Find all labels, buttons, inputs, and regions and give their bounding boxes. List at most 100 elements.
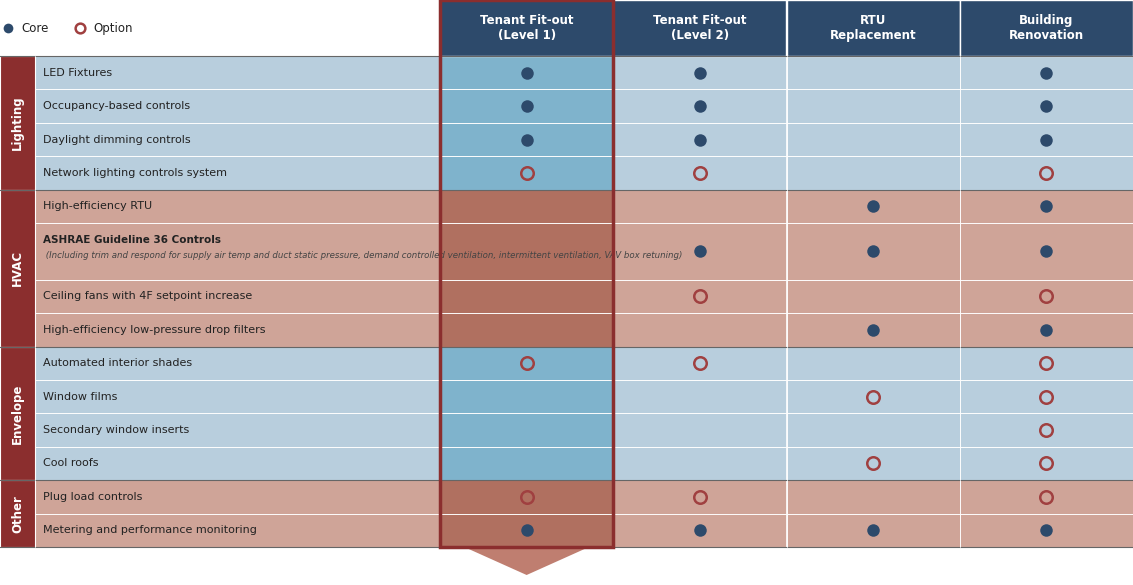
Bar bbox=[0, 56, 35, 190]
Text: Ceiling fans with 4F setpoint increase: Ceiling fans with 4F setpoint increase bbox=[43, 291, 253, 301]
Bar bbox=[440, 0, 613, 56]
Bar bbox=[613, 514, 786, 547]
Bar bbox=[786, 480, 960, 514]
Text: ASHRAE Guideline 36 Controls: ASHRAE Guideline 36 Controls bbox=[43, 235, 221, 245]
Bar bbox=[440, 447, 613, 480]
Text: LED Fixtures: LED Fixtures bbox=[43, 68, 112, 78]
Bar bbox=[960, 156, 1133, 190]
Bar bbox=[35, 313, 440, 346]
Bar bbox=[960, 280, 1133, 313]
Bar bbox=[960, 56, 1133, 90]
Bar bbox=[35, 123, 440, 156]
Bar bbox=[613, 280, 786, 313]
Text: Metering and performance monitoring: Metering and performance monitoring bbox=[43, 525, 257, 535]
Text: Automated interior shades: Automated interior shades bbox=[43, 358, 193, 369]
Text: Tenant Fit-out
(Level 2): Tenant Fit-out (Level 2) bbox=[653, 14, 747, 42]
Text: RTU
Replacement: RTU Replacement bbox=[829, 14, 917, 42]
Bar bbox=[613, 414, 786, 447]
Text: Secondary window inserts: Secondary window inserts bbox=[43, 425, 189, 435]
Bar bbox=[35, 190, 440, 223]
Bar bbox=[35, 447, 440, 480]
Polygon shape bbox=[465, 547, 589, 575]
Text: Plug load controls: Plug load controls bbox=[43, 492, 143, 502]
Text: Tenant Fit-out
(Level 1): Tenant Fit-out (Level 1) bbox=[480, 14, 573, 42]
Bar bbox=[440, 190, 613, 223]
Bar bbox=[440, 56, 613, 90]
Bar bbox=[35, 380, 440, 414]
Text: High-efficiency RTU: High-efficiency RTU bbox=[43, 201, 152, 211]
Bar bbox=[786, 414, 960, 447]
Text: Network lighting controls system: Network lighting controls system bbox=[43, 168, 227, 178]
Bar bbox=[613, 123, 786, 156]
Bar bbox=[613, 0, 786, 56]
Bar bbox=[786, 0, 960, 56]
Bar bbox=[960, 380, 1133, 414]
Text: Building
Renovation: Building Renovation bbox=[1008, 14, 1084, 42]
Bar bbox=[35, 56, 440, 90]
Bar bbox=[613, 190, 786, 223]
Bar bbox=[35, 480, 440, 514]
Bar bbox=[35, 280, 440, 313]
Bar bbox=[613, 380, 786, 414]
Bar bbox=[0, 346, 35, 480]
Bar bbox=[0, 480, 35, 547]
Bar bbox=[613, 156, 786, 190]
Bar bbox=[960, 223, 1133, 280]
Bar bbox=[35, 514, 440, 547]
Bar bbox=[613, 447, 786, 480]
Bar bbox=[35, 90, 440, 123]
Text: Occupancy-based controls: Occupancy-based controls bbox=[43, 101, 190, 111]
Bar bbox=[440, 156, 613, 190]
Bar bbox=[440, 380, 613, 414]
Bar bbox=[613, 56, 786, 90]
Bar bbox=[613, 90, 786, 123]
Bar bbox=[960, 447, 1133, 480]
Bar bbox=[440, 223, 613, 280]
Text: Option: Option bbox=[93, 22, 133, 35]
Bar bbox=[960, 346, 1133, 380]
Bar bbox=[786, 90, 960, 123]
Text: Cool roofs: Cool roofs bbox=[43, 459, 99, 469]
Bar bbox=[960, 313, 1133, 346]
Bar bbox=[960, 123, 1133, 156]
Text: Other: Other bbox=[11, 495, 24, 532]
Bar bbox=[960, 0, 1133, 56]
Bar bbox=[440, 123, 613, 156]
Bar bbox=[0, 190, 35, 346]
Bar bbox=[440, 514, 613, 547]
Bar bbox=[35, 346, 440, 380]
Bar bbox=[786, 447, 960, 480]
Bar bbox=[786, 123, 960, 156]
Bar bbox=[786, 313, 960, 346]
Bar bbox=[440, 0, 613, 547]
Bar bbox=[35, 156, 440, 190]
Bar bbox=[35, 414, 440, 447]
Bar bbox=[960, 190, 1133, 223]
Bar bbox=[613, 346, 786, 380]
Text: Lighting: Lighting bbox=[11, 95, 24, 150]
Text: Core: Core bbox=[22, 22, 49, 35]
Bar bbox=[0, 0, 440, 56]
Text: Daylight dimming controls: Daylight dimming controls bbox=[43, 135, 190, 144]
Bar bbox=[786, 156, 960, 190]
Text: High-efficiency low-pressure drop filters: High-efficiency low-pressure drop filter… bbox=[43, 325, 265, 335]
Text: Window films: Window films bbox=[43, 392, 118, 402]
Bar bbox=[440, 280, 613, 313]
Bar bbox=[786, 380, 960, 414]
Text: Envelope: Envelope bbox=[11, 383, 24, 443]
Bar bbox=[786, 56, 960, 90]
Bar bbox=[440, 90, 613, 123]
Bar bbox=[440, 313, 613, 346]
Bar bbox=[440, 346, 613, 380]
Bar bbox=[960, 480, 1133, 514]
Bar bbox=[613, 480, 786, 514]
Bar bbox=[786, 346, 960, 380]
Bar bbox=[786, 223, 960, 280]
Bar bbox=[960, 414, 1133, 447]
Text: HVAC: HVAC bbox=[11, 250, 24, 286]
Bar bbox=[786, 514, 960, 547]
Bar bbox=[35, 223, 440, 280]
Bar bbox=[960, 90, 1133, 123]
Bar bbox=[613, 223, 786, 280]
Bar bbox=[440, 480, 613, 514]
